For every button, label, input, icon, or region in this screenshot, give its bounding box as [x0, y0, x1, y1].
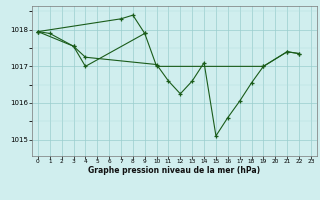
X-axis label: Graphe pression niveau de la mer (hPa): Graphe pression niveau de la mer (hPa): [88, 166, 260, 175]
